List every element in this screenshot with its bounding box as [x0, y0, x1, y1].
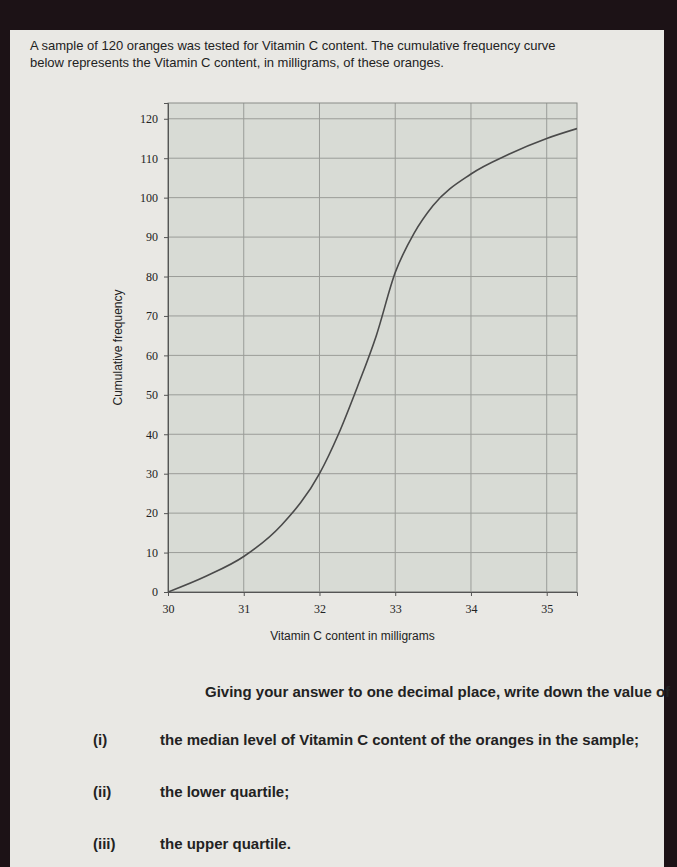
x-tick-label: 30: [163, 602, 175, 616]
grid-line-y: [168, 434, 577, 435]
grid-line-y: [168, 118, 577, 119]
x-tick: 31: [238, 592, 250, 616]
y-tick-mark: [164, 513, 168, 514]
x-tick-label: 31: [238, 602, 250, 616]
grid-line-y: [168, 513, 577, 514]
y-tick-label: 0: [152, 585, 158, 599]
x-tick-label: 34: [465, 602, 477, 616]
y-tick: 20: [146, 506, 168, 520]
question-text: the lower quartile;: [160, 783, 289, 800]
y-tick: 120: [140, 112, 168, 126]
y-tick: 30: [146, 467, 168, 481]
y-tick: 0: [152, 585, 168, 599]
grid-line-x: [395, 103, 396, 592]
x-tick-mark: [547, 592, 548, 596]
y-tick-mark: [164, 553, 168, 554]
x-tick: 30: [163, 592, 175, 616]
y-tick: 40: [146, 428, 168, 442]
x-tick: 35: [541, 592, 553, 616]
y-tick: 70: [146, 309, 168, 323]
x-tick-mark: [319, 592, 320, 596]
y-tick: 110: [140, 152, 168, 166]
grid-line-y: [168, 552, 577, 553]
x-axis-line: [169, 593, 578, 597]
grid: [168, 103, 577, 592]
y-axis-line: [164, 104, 169, 593]
y-tick-mark: [164, 592, 168, 593]
grid-line-y: [168, 197, 577, 198]
y-axis-title: Cumulative frequency: [111, 289, 125, 405]
grid-line-y: [168, 276, 577, 277]
y-tick-label: 100: [140, 191, 158, 205]
y-tick: 80: [146, 270, 168, 284]
question-label: (i): [93, 731, 107, 748]
y-tick-mark: [164, 237, 168, 238]
x-axis-title: Vitamin C content in milligrams: [270, 629, 435, 643]
y-tick-label: 70: [146, 309, 158, 323]
grid-line-y: [168, 315, 577, 316]
intro-line: below represents the Vitamin C content, …: [30, 55, 444, 70]
y-tick-label: 20: [146, 506, 158, 520]
grid-line-x: [319, 103, 320, 592]
y-axis: 0 10 20 30 40 50 60 70 80 90 100 110 120: [140, 104, 169, 600]
y-tick-mark: [164, 316, 168, 317]
question-label: (ii): [93, 783, 111, 800]
x-tick: 34: [465, 592, 477, 616]
question-text: the median level of Vitamin C content of…: [160, 731, 639, 748]
grid-line-y: [168, 158, 577, 159]
y-tick-label: 60: [146, 349, 158, 363]
grid-line-y: [168, 355, 577, 356]
data: [168, 129, 577, 592]
x-tick-label: 35: [541, 602, 553, 616]
y-tick-label: 30: [146, 467, 158, 481]
y-tick-label: 110: [140, 152, 158, 166]
x-tick-mark: [395, 592, 396, 596]
x-tick: 32: [314, 592, 326, 616]
x-tick-mark: [471, 592, 472, 596]
x-axis: 30 31 32 33 34 35: [163, 592, 578, 616]
grid-line-x: [546, 103, 547, 592]
y-tick-label: 80: [146, 270, 158, 284]
y-tick: 50: [146, 388, 168, 402]
y-tick-mark: [164, 277, 168, 278]
cumulative-curve: [168, 129, 577, 592]
grid-line-y: [168, 237, 577, 238]
y-tick: 60: [146, 349, 168, 363]
y-tick-mark: [164, 434, 168, 435]
y-tick-label: 90: [146, 230, 158, 244]
intro-line: A sample of 120 oranges was tested for V…: [30, 38, 556, 53]
y-tick-mark: [164, 198, 168, 199]
plot-frame: [168, 103, 577, 592]
page: A sample of 120 oranges was tested for V…: [0, 0, 677, 867]
y-tick: 90: [146, 230, 168, 244]
x-tick-label: 33: [390, 602, 402, 616]
y-tick-label: 10: [146, 546, 158, 560]
intro: A sample of 120 oranges was tested for V…: [30, 38, 556, 70]
y-tick-mark: [164, 474, 168, 475]
x-tick-label: 32: [314, 602, 326, 616]
grid-line-x: [243, 103, 244, 592]
y-tick-mark: [164, 158, 168, 159]
x-tick: 33: [390, 592, 402, 616]
question-label: (iii): [93, 835, 116, 852]
grid-line-y: [168, 394, 577, 395]
y-tick: 100: [140, 191, 168, 205]
instruction: Giving your answer to one decimal place,…: [205, 683, 671, 700]
y-tick-label: 50: [146, 388, 158, 402]
question-text: the upper quartile.: [160, 835, 291, 852]
x-tick-mark: [244, 592, 245, 596]
y-tick-label: 120: [140, 112, 158, 126]
plot-background: [168, 103, 577, 592]
y-tick-mark: [164, 355, 168, 356]
paper: [10, 30, 664, 867]
y-tick-label: 40: [146, 428, 158, 442]
grid-line-y: [168, 473, 577, 474]
y-tick-mark: [164, 395, 168, 396]
y-tick: 10: [146, 546, 168, 560]
y-tick-mark: [164, 119, 168, 120]
grid-line-x: [470, 103, 471, 592]
